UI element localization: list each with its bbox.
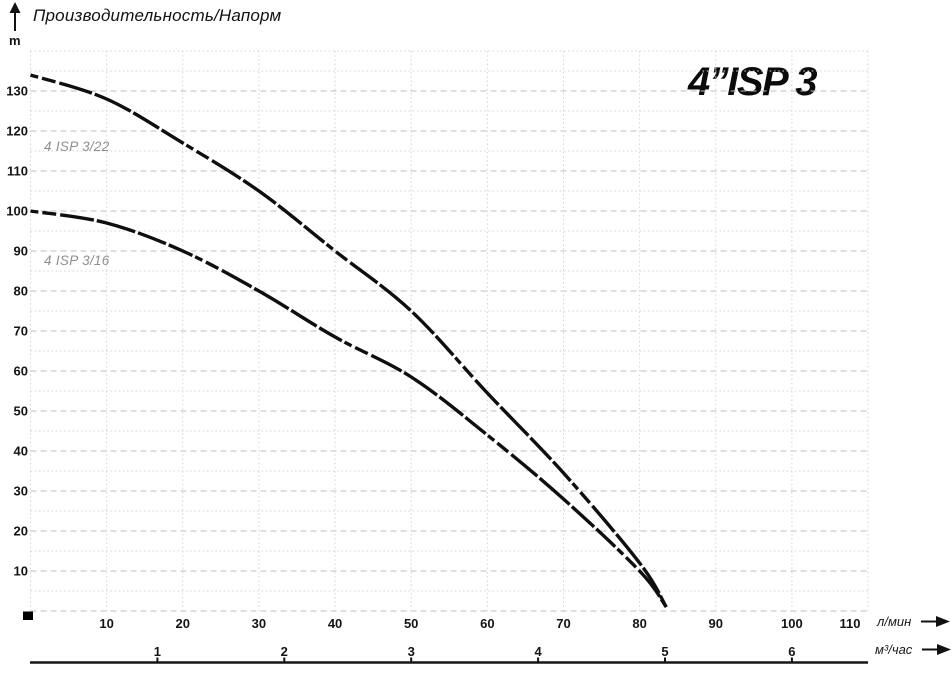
pump-curve-4-3-16 — [30, 209, 668, 609]
y-tick-label: 60 — [14, 364, 28, 379]
right-arrow-icon — [921, 616, 951, 627]
curve-label-3-16: 4 ISP 3/16 — [44, 253, 110, 268]
right-arrow-icon — [922, 644, 952, 655]
x-tick-label-m3h: 5 — [661, 644, 668, 659]
x-unit-lpm-label: л/мин — [877, 614, 912, 629]
x-tick-label-lpm: 100 — [781, 616, 803, 631]
x-tick-label-lpm: 90 — [709, 616, 723, 631]
y-tick-label: 50 — [14, 404, 28, 419]
x-tick-label-lpm: 110 — [840, 616, 861, 631]
x-tick-label-m3h: 1 — [154, 644, 161, 659]
up-arrow-icon — [9, 2, 21, 31]
curve-label-3-22: 4 ISP 3/22 — [44, 139, 110, 154]
y-tick-label: 10 — [14, 564, 28, 579]
x-unit-row-m3h: м³/час — [875, 642, 952, 657]
x-tick-label-lpm: 40 — [328, 616, 342, 631]
product-title: 4”ISP 3 — [687, 60, 818, 104]
x-tick-label-lpm: 30 — [252, 616, 266, 631]
x-tick-label-lpm: 60 — [480, 616, 494, 631]
x-tick-label-lpm: 20 — [176, 616, 190, 631]
x-tick-label-lpm: 10 — [99, 616, 113, 631]
y-tick-label: 40 — [14, 444, 28, 459]
y-tick-label: 30 — [14, 484, 28, 499]
y-tick-label: 110 — [7, 164, 28, 179]
x-unit-m3h-label: м³/час — [875, 642, 913, 657]
y-tick-label: 130 — [6, 84, 28, 99]
x-tick-label-m3h: 3 — [408, 644, 415, 659]
y-tick-label: 90 — [14, 244, 28, 259]
y-tick-label: 80 — [14, 284, 28, 299]
x-tick-label-lpm: 70 — [556, 616, 570, 631]
y-tick-label: 120 — [6, 124, 28, 139]
x-unit-row-lpm: л/мин — [877, 614, 951, 629]
y-tick-label: 100 — [6, 204, 28, 219]
x-tick-label-m3h: 2 — [281, 644, 288, 659]
origin-marker — [23, 611, 33, 620]
y-axis-unit: m — [9, 33, 21, 48]
pump-curve-4-3-22 — [29, 73, 668, 608]
x-tick-label-m3h: 4 — [534, 644, 542, 659]
x-tick-label-lpm: 80 — [632, 616, 646, 631]
axis-title: Производительность/Напорм — [33, 6, 282, 25]
y-tick-label: 20 — [14, 524, 28, 539]
x-tick-label-m3h: 6 — [788, 644, 795, 659]
y-tick-label: 70 — [14, 324, 28, 339]
x-tick-label-lpm: 50 — [404, 616, 418, 631]
